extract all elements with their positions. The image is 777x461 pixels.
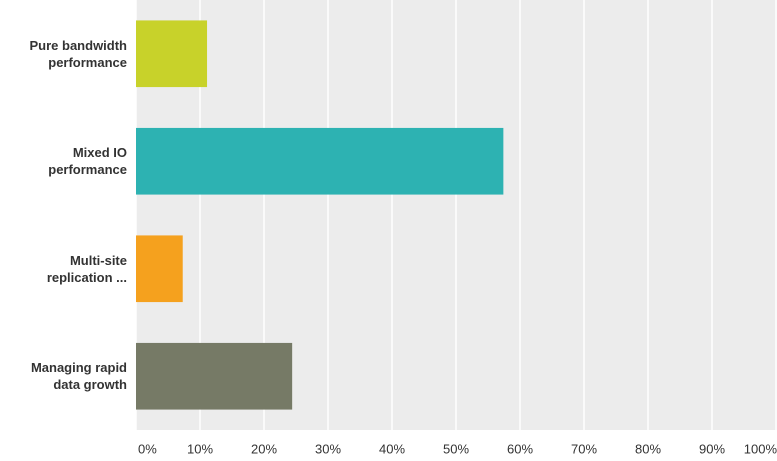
bar [136,235,183,303]
x-tick-label: 50% [443,441,469,456]
bar [136,127,504,195]
bar [136,342,293,410]
x-tick-label: 70% [571,441,597,456]
x-tick-label: 30% [315,441,341,456]
x-tick-label: 80% [635,441,661,456]
x-tick-label: 10% [187,441,213,456]
y-tick-label: Mixed IO performance [48,145,127,178]
y-tick-label: Managing rapid data growth [30,360,127,393]
x-tick-label: 40% [379,441,405,456]
x-tick-label: 90% [699,441,725,456]
bar [136,20,208,88]
y-tick-label: Multi-site replication ... [46,252,127,285]
x-tick-label: 60% [507,441,533,456]
x-tick-label: 100% [744,441,777,456]
x-tick-label: 20% [251,441,277,456]
x-tick-label: 0% [138,441,157,456]
y-tick-label: Pure bandwidth performance [29,37,128,70]
